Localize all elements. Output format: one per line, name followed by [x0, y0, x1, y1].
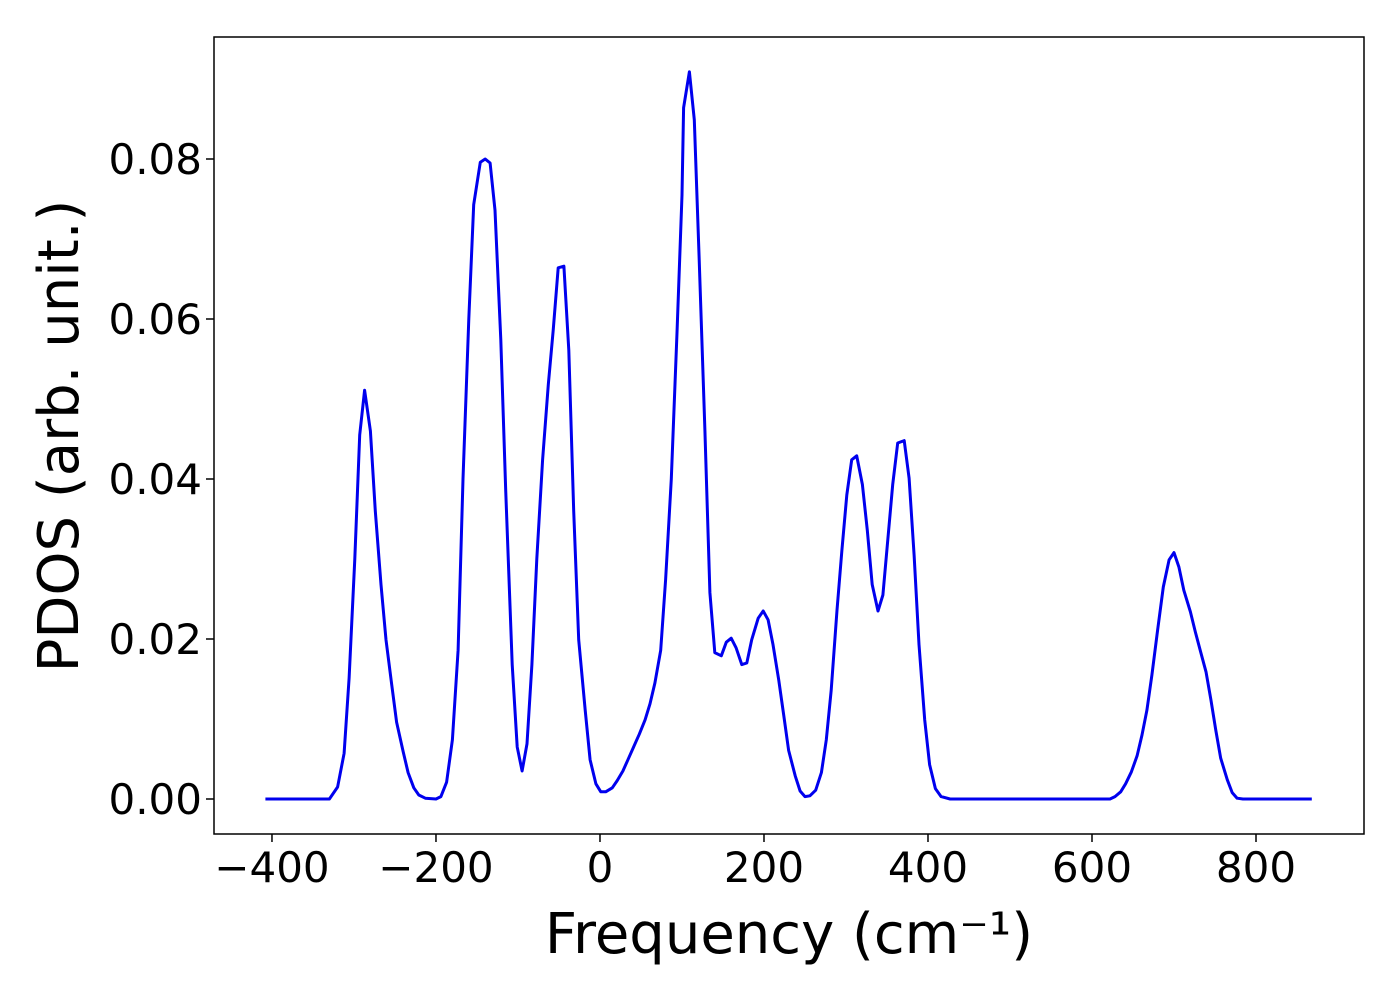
y-axis-label: PDOS (arb. unit.)	[27, 200, 92, 673]
x-tick-label: 600	[1052, 843, 1132, 892]
x-axis-label: Frequency (cm⁻¹)	[545, 902, 1033, 967]
axes-frame	[213, 36, 1365, 835]
y-tick-label: 0.04	[108, 455, 202, 504]
x-tick-label: 800	[1216, 843, 1296, 892]
x-tick-label: 400	[888, 843, 968, 892]
pdos-line	[265, 70, 1312, 801]
y-tick-label: 0.02	[108, 615, 202, 664]
x-tick-label: −400	[214, 843, 329, 892]
x-tick-label: 0	[587, 843, 614, 892]
y-tick-label: 0.06	[108, 295, 202, 344]
x-tick-label: −200	[378, 843, 493, 892]
y-tick-label: 0.00	[108, 775, 202, 824]
x-tick-label: 200	[724, 843, 804, 892]
y-tick-label: 0.08	[108, 135, 202, 184]
